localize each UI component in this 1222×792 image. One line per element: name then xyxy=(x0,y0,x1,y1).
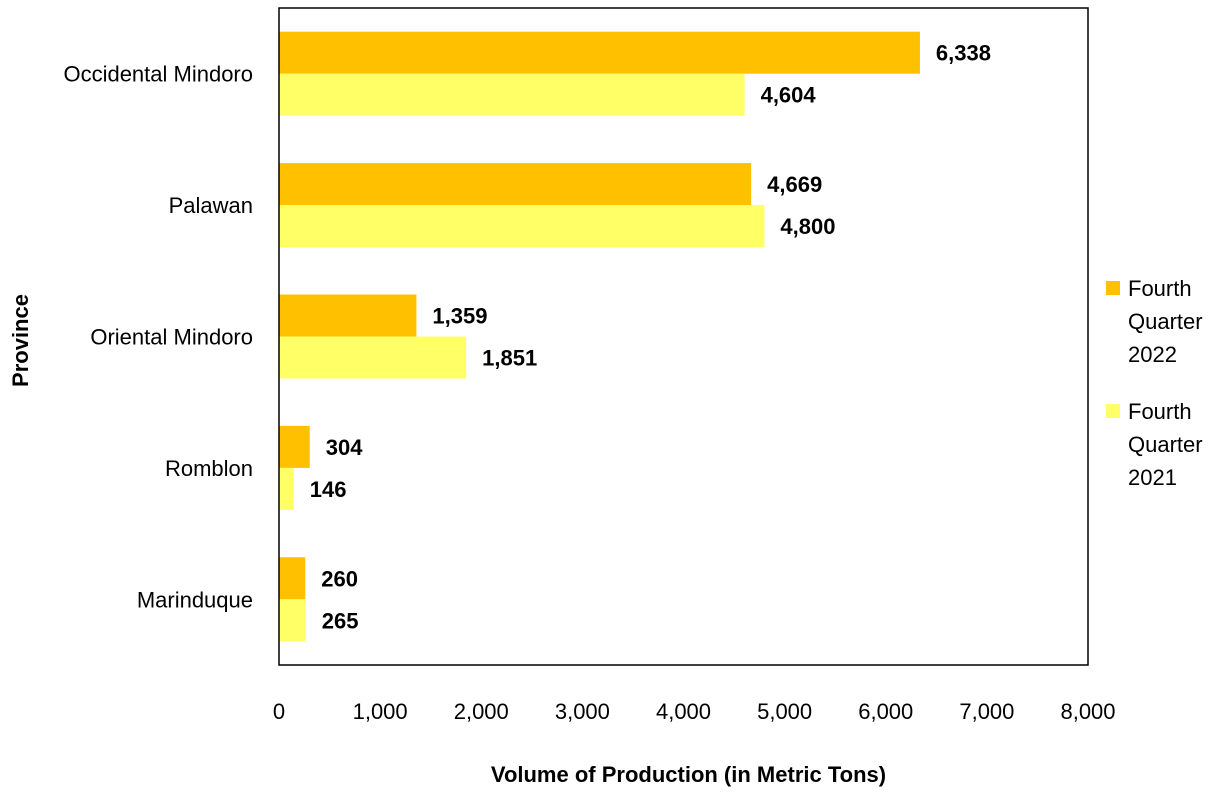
bars-group xyxy=(279,31,920,642)
bar xyxy=(279,599,306,642)
x-tick-label: 8,000 xyxy=(1060,699,1115,724)
x-tick-label: 6,000 xyxy=(858,699,913,724)
data-label: 4,669 xyxy=(767,172,822,197)
data-label: 1,851 xyxy=(482,346,537,371)
data-label: 1,359 xyxy=(432,304,487,329)
category-label: Oriental Mindoro xyxy=(90,325,253,350)
data-label: 6,338 xyxy=(936,41,991,66)
y-axis-title: Province xyxy=(8,294,33,387)
bar xyxy=(279,163,752,206)
x-tick-label: 5,000 xyxy=(757,699,812,724)
x-tick-label: 7,000 xyxy=(959,699,1014,724)
bar xyxy=(279,336,467,379)
legend-label: 2021 xyxy=(1128,465,1177,490)
bar xyxy=(279,467,294,510)
x-tick-label: 2,000 xyxy=(454,699,509,724)
legend-label: Fourth xyxy=(1128,276,1192,301)
bar xyxy=(279,73,745,116)
x-tick-label: 4,000 xyxy=(656,699,711,724)
bar xyxy=(279,205,765,248)
x-tick-label: 0 xyxy=(273,699,285,724)
legend-swatch xyxy=(1106,404,1120,418)
data-label: 304 xyxy=(326,435,363,460)
legend-label: Quarter xyxy=(1128,432,1203,457)
data-label: 260 xyxy=(321,566,358,591)
category-label: Palawan xyxy=(169,193,253,218)
bar xyxy=(279,425,310,468)
category-label: Romblon xyxy=(165,456,253,481)
bar xyxy=(279,557,306,600)
legend-label: Quarter xyxy=(1128,309,1203,334)
category-label: Marinduque xyxy=(137,587,253,612)
category-labels-group: Occidental Mindoro Palawan Oriental Mindor… xyxy=(63,62,253,613)
bar xyxy=(279,31,920,74)
x-tick-label: 1,000 xyxy=(353,699,408,724)
data-label: 265 xyxy=(322,608,359,633)
data-label: 4,604 xyxy=(761,83,817,108)
category-label: Occidental Mindoro xyxy=(63,62,253,87)
legend-label: 2022 xyxy=(1128,342,1177,367)
legend-label: Fourth xyxy=(1128,399,1192,424)
data-labels-group: 6,338 4,604 4,669 4,800 1,359 1,851 304 146 260 2… xyxy=(310,41,991,634)
legend: Fourth Quarter 2022 Fourth Quarter 2021 xyxy=(1106,276,1203,490)
legend-swatch xyxy=(1106,281,1120,295)
data-label: 4,800 xyxy=(780,214,835,239)
x-axis-title: Volume of Production (in Metric Tons) xyxy=(491,762,886,787)
data-label: 146 xyxy=(310,477,347,502)
x-tick-label: 3,000 xyxy=(555,699,610,724)
bar xyxy=(279,294,417,337)
plot-area-frame xyxy=(278,7,1089,666)
x-tick-labels-group: 0 1,000 2,000 3,000 4,000 5,000 6,000 7,000 8,00… xyxy=(273,699,1116,724)
